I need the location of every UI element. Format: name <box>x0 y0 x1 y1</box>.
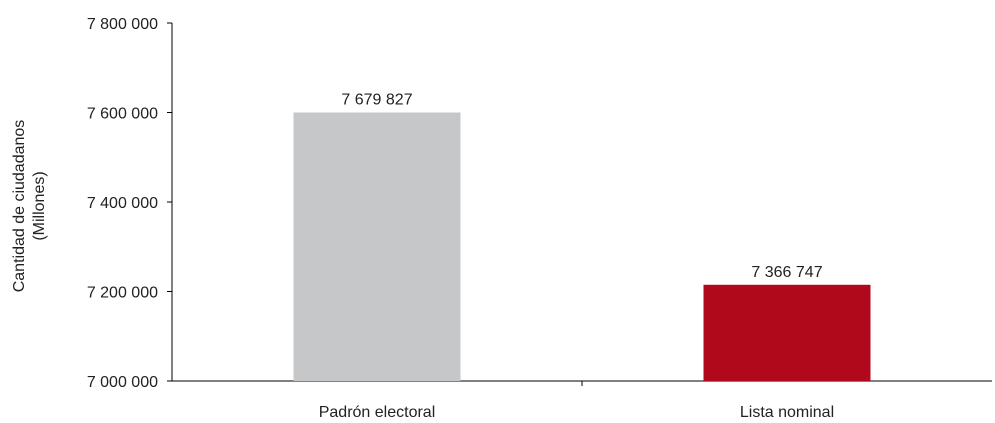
y-tick-label: 7 400 000 <box>87 195 158 212</box>
bar-value-label: 7 679 827 <box>341 92 412 109</box>
y-tick-label: 7 800 000 <box>87 16 158 33</box>
x-category-label: Lista nominal <box>740 404 834 421</box>
x-category-label: Padrón electoral <box>319 404 436 421</box>
x-tick-labels: Padrón electoral Lista nominal <box>319 404 834 421</box>
y-axis-title-group: Cantidad de ciudadanos (Millones) <box>11 120 48 293</box>
y-ticks: 7 000 000 7 200 000 7 400 000 7 600 000 7 80… <box>87 16 172 391</box>
bar-1 <box>293 112 461 381</box>
bar-value-label: 7 366 747 <box>751 264 822 281</box>
y-tick-label: 7 600 000 <box>87 106 158 123</box>
y-tick-label: 7 000 000 <box>87 374 158 391</box>
y-axis-subtitle: (Millones) <box>31 171 48 240</box>
y-axis-title: Cantidad de ciudadanos <box>11 120 28 293</box>
bar-2 <box>703 284 871 381</box>
bars <box>293 112 871 381</box>
y-tick-label: 7 200 000 <box>87 285 158 302</box>
data-labels: 7 679 827 7 366 747 <box>341 92 822 281</box>
